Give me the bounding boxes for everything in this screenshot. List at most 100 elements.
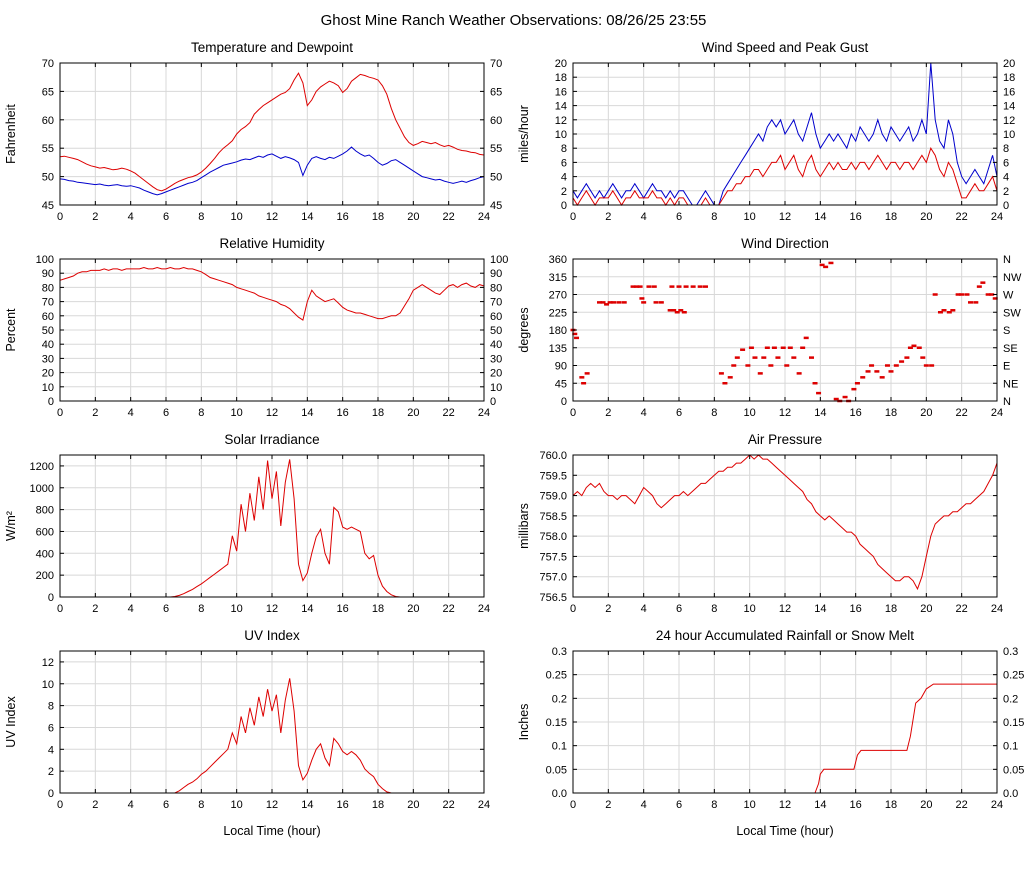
- x-tick-label: 14: [814, 211, 826, 223]
- x-tick-label: 18: [372, 799, 384, 811]
- y-tick-label-right: NW: [1003, 272, 1022, 284]
- wind-direction-point: [574, 336, 580, 340]
- wind-direction-point: [959, 293, 965, 296]
- temperature-line: [59, 72, 485, 192]
- y-tick-label: 100: [36, 254, 54, 266]
- y-tick-label-right: 0.25: [1003, 670, 1024, 682]
- x-tick-label: 22: [956, 603, 968, 615]
- wind-direction-point: [676, 285, 682, 288]
- y-tick-label: 180: [549, 325, 567, 337]
- x-tick-label: 6: [676, 603, 682, 615]
- weather-dashboard: Ghost Mine Ranch Weather Observations: 0…: [0, 12, 1027, 847]
- y-tick-label: 8: [48, 701, 54, 713]
- y-tick-label-right: 0: [490, 396, 496, 408]
- wind-direction-point: [937, 311, 943, 314]
- x-tick-label: 16: [337, 211, 349, 223]
- y-tick-label: 20: [42, 368, 54, 380]
- y-tick-label-right: 0.2: [1003, 693, 1018, 705]
- y-tick-label: 2: [48, 766, 54, 778]
- x-tick-label: 2: [605, 211, 611, 223]
- y-tick-label-right: 45: [490, 200, 502, 212]
- y-tick-label-right: 70: [490, 297, 502, 309]
- wind-direction-point: [899, 360, 905, 363]
- wind-direction-point: [757, 372, 763, 375]
- x-tick-label: 12: [779, 799, 791, 811]
- y-tick-label: 18: [555, 72, 567, 84]
- y-tick-label: 0: [48, 788, 54, 800]
- x-tick-label: 6: [676, 799, 682, 811]
- wind-direction-point: [771, 346, 777, 349]
- wind-direction-point: [941, 309, 947, 312]
- y-tick-label: 600: [36, 526, 54, 538]
- y-tick-label: 4: [561, 172, 567, 184]
- x-tick-label: 16: [337, 603, 349, 615]
- y-tick-label: 45: [42, 200, 54, 212]
- chart-wind-direction: 0 2 4 6 8 10 12 14 16 18 20 22 24 0 N 45 NE 90 E 135 SE 180 S 2…: [513, 233, 1026, 429]
- y-tick-label: 0.25: [546, 670, 567, 682]
- wind-direction-point: [634, 285, 640, 288]
- wind-direction-point: [819, 263, 825, 267]
- y-tick-label-right: 80: [490, 282, 502, 294]
- x-tick-label: 6: [163, 211, 169, 223]
- y-tick-label: 1200: [30, 461, 54, 473]
- humidity-line: [59, 266, 485, 321]
- wind-direction-point: [816, 391, 822, 395]
- y-tick-label-right: 4: [1003, 172, 1009, 184]
- y-tick-label-right: 2: [1003, 186, 1009, 198]
- x-tick-label: 14: [814, 799, 826, 811]
- x-tick-label: 14: [301, 407, 313, 419]
- y-tick-label: 800: [36, 505, 54, 517]
- x-tick-label: 12: [779, 603, 791, 615]
- chart-relative-humidity: 0 2 4 6 8 10 12 14 16 18 20 22 24 0 0 10 10 20 20 30 30 40 40 5…: [0, 233, 513, 429]
- x-tick-label: 0: [570, 603, 576, 615]
- chart-uv-index: 0 2 4 6 8 10 12 14 16 18 20 22 24 0 2 4 6 8 10 12 UV Index UV…: [0, 625, 513, 847]
- wind-direction-point: [722, 382, 728, 385]
- y-tick-label: 360: [549, 254, 567, 266]
- wind-direction-point: [604, 303, 610, 306]
- wind-direction-point: [784, 364, 790, 367]
- x-tick-label: 6: [676, 407, 682, 419]
- wind-direction-point: [584, 372, 590, 375]
- x-tick-label: 16: [850, 211, 862, 223]
- y-tick-label: 400: [36, 548, 54, 560]
- x-tick-label: 16: [850, 603, 862, 615]
- x-tick-label: 6: [163, 799, 169, 811]
- x-tick-label: 10: [744, 407, 756, 419]
- x-tick-label: 20: [920, 407, 932, 419]
- wind-direction-point: [851, 387, 857, 391]
- y-tick-label: 50: [42, 172, 54, 184]
- x-tick-label: 8: [711, 407, 717, 419]
- wind-direction-point: [842, 395, 848, 399]
- wind-direction-point: [761, 356, 767, 359]
- y-tick-label: 70: [42, 58, 54, 70]
- y-axis-label: miles/hour: [517, 105, 531, 163]
- y-axis-label: UV Index: [4, 696, 18, 748]
- x-tick-label: 10: [744, 603, 756, 615]
- x-axis-label: Local Time (hour): [736, 824, 833, 838]
- x-tick-label: 14: [301, 603, 313, 615]
- y-tick-label-right: 60: [490, 115, 502, 127]
- y-tick-label-right: N: [1003, 254, 1011, 266]
- y-tick-label-right: 12: [1003, 115, 1015, 127]
- y-tick-label-right: 8: [1003, 143, 1009, 155]
- wind-direction-point: [671, 309, 677, 312]
- y-tick-label: 759.5: [539, 470, 567, 482]
- wind-direction-point: [812, 382, 818, 385]
- wind-direction-point: [681, 311, 687, 314]
- x-tick-label: 24: [478, 407, 490, 419]
- chart-title: Relative Humidity: [219, 236, 324, 251]
- wind-direction-point: [581, 382, 587, 385]
- x-tick-label: 18: [885, 603, 897, 615]
- wind-direction-point: [658, 301, 664, 304]
- x-tick-label: 4: [128, 603, 134, 615]
- wind-direction-point: [669, 285, 675, 288]
- x-tick-label: 20: [407, 603, 419, 615]
- y-tick-label-right: 0.3: [1003, 646, 1018, 658]
- x-tick-label: 4: [641, 211, 647, 223]
- x-tick-label: 12: [266, 603, 278, 615]
- x-tick-label: 20: [407, 211, 419, 223]
- y-tick-label: 270: [549, 290, 567, 302]
- chart-air-pressure: 0 2 4 6 8 10 12 14 16 18 20 22 24 756.5 757.0 757.5 758.…: [513, 429, 1026, 625]
- y-tick-label: 10: [42, 382, 54, 394]
- x-tick-label: 24: [478, 211, 490, 223]
